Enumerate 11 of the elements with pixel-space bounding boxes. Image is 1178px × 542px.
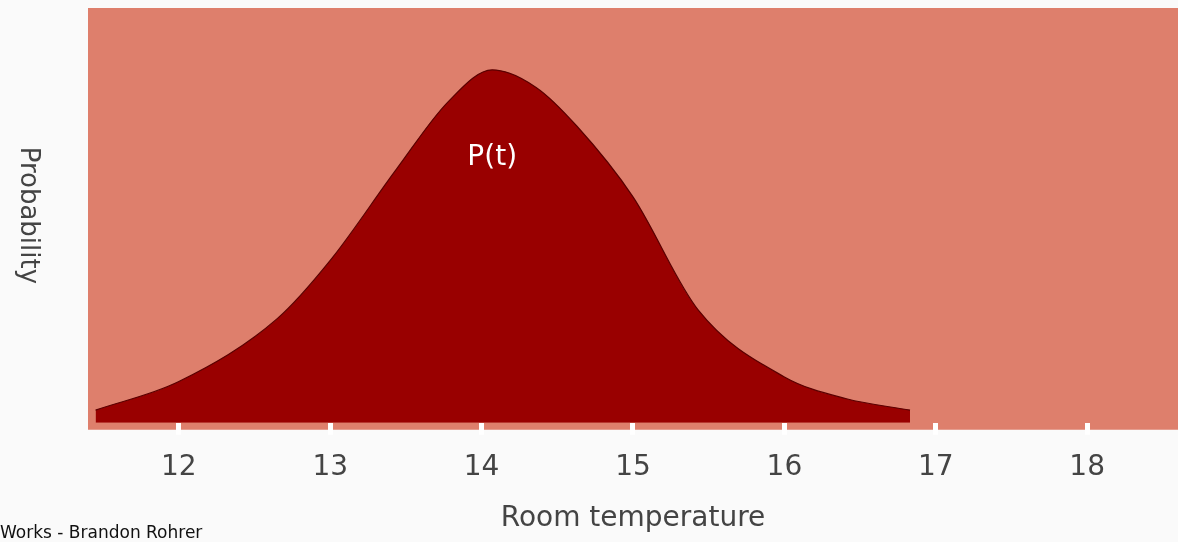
x-tick-label: 17 xyxy=(917,448,954,482)
y-axis-title: Probability xyxy=(15,146,46,285)
x-tick-label: 12 xyxy=(161,448,197,482)
x-tick-label: 14 xyxy=(463,448,500,482)
x-tick-label: 16 xyxy=(766,448,803,482)
text: Works - Brandon Rohrer xyxy=(0,522,203,542)
x-tick-label: 18 xyxy=(1069,448,1105,482)
series-label: P(t) xyxy=(467,139,518,173)
x-axis-title: Room temperature xyxy=(500,500,766,534)
x-tick-label: 13 xyxy=(312,448,349,482)
x-tick-label: 15 xyxy=(615,448,651,482)
